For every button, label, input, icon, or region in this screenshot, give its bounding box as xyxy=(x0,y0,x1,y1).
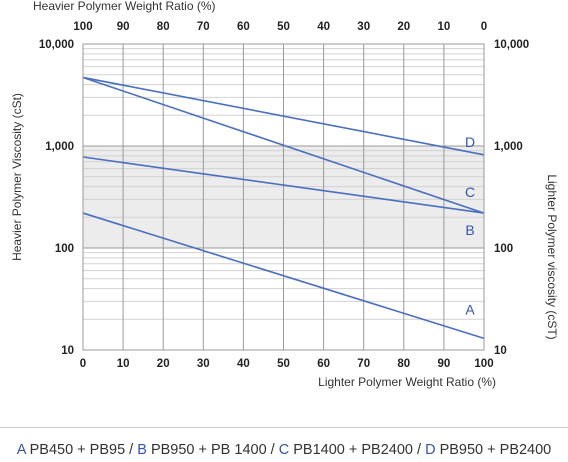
series-line-d xyxy=(82,76,485,156)
y-tick-label-left: 100 xyxy=(55,243,74,255)
series-line-c xyxy=(82,76,485,214)
x-tick-label-top: 0 xyxy=(481,21,487,33)
legend-text: PB950 + PB 1400 xyxy=(146,442,267,458)
y-tick-label-right: 10 xyxy=(494,345,507,357)
legend-separator: / xyxy=(125,442,138,458)
y-tick-label-left: 1,000 xyxy=(45,141,74,153)
x-tick-label-bottom: 40 xyxy=(237,358,250,370)
legend-text: PB950 + PB2400 xyxy=(435,442,552,458)
x-axis-title-top: Heavier Polymer Weight Ratio (%) xyxy=(33,0,216,13)
x-tick-label-top: 40 xyxy=(317,21,330,33)
series-lines: A B C D xyxy=(82,76,485,340)
x-tick-label-top: 20 xyxy=(397,21,410,33)
legend-letter-a: A xyxy=(16,442,26,458)
series-label-d: D xyxy=(465,134,475,150)
x-tick-label-bottom: 20 xyxy=(157,358,170,370)
series-label-a: A xyxy=(465,301,475,317)
x-tick-label-top: 30 xyxy=(357,21,370,33)
y-tick-label-left: 10,000 xyxy=(39,39,74,51)
x-tick-label-bottom: 60 xyxy=(317,358,330,370)
legend-separator: / xyxy=(266,442,279,458)
x-tick-label-bottom: 100 xyxy=(474,358,493,370)
axis-titles: Heavier Polymer Weight Ratio (%) Lighter … xyxy=(10,0,559,389)
y-tick-label-right: 100 xyxy=(494,243,513,255)
legend-letter-c: C xyxy=(278,442,290,458)
x-tick-label-bottom: 0 xyxy=(80,358,86,370)
y-axis-title-left: Heavier Polymer Viscosity (cSt) xyxy=(10,93,24,261)
legend-letter-d: D xyxy=(425,442,436,458)
x-tick-label-bottom: 10 xyxy=(117,358,130,370)
x-tick-label-top: 50 xyxy=(277,21,290,33)
series-label-b: B xyxy=(465,222,474,238)
y-tick-label-left: 10 xyxy=(61,345,74,357)
legend-text: PB450 + PB95 xyxy=(25,442,126,458)
plot-frame xyxy=(82,43,485,351)
x-axis-title-bottom: Lighter Polymer Weight Ratio (%) xyxy=(318,375,496,389)
x-tick-label-bottom: 50 xyxy=(277,358,290,370)
x-tick-label-top: 60 xyxy=(237,21,250,33)
x-tick-label-top: 10 xyxy=(438,21,451,33)
legend-letter-b: B xyxy=(137,442,147,458)
x-tick-label-top: 70 xyxy=(197,21,210,33)
y-tick-label-right: 1,000 xyxy=(494,141,523,153)
x-tick-label-bottom: 30 xyxy=(197,358,210,370)
legend-separator: / xyxy=(412,442,426,458)
series-label-c: C xyxy=(465,184,475,200)
legend-text: PB1400 + PB2400 xyxy=(289,442,413,458)
divider xyxy=(0,427,568,428)
x-tick-label-bottom: 90 xyxy=(438,358,451,370)
x-tick-label-bottom: 80 xyxy=(397,358,410,370)
legend: A PB450 + PB95 / B PB950 + PB 1400 / C P… xyxy=(0,442,568,462)
x-tick-label-top: 80 xyxy=(157,21,170,33)
y-tick-label-right: 10,000 xyxy=(494,39,529,51)
y-axis-title-right: Lighter Polymer viscosity (cST) xyxy=(545,174,559,339)
x-tick-label-bottom: 70 xyxy=(357,358,370,370)
x-tick-label-top: 100 xyxy=(73,21,92,33)
series-line-b xyxy=(82,156,485,214)
series-line-a xyxy=(82,212,485,340)
x-tick-label-top: 90 xyxy=(117,21,130,33)
